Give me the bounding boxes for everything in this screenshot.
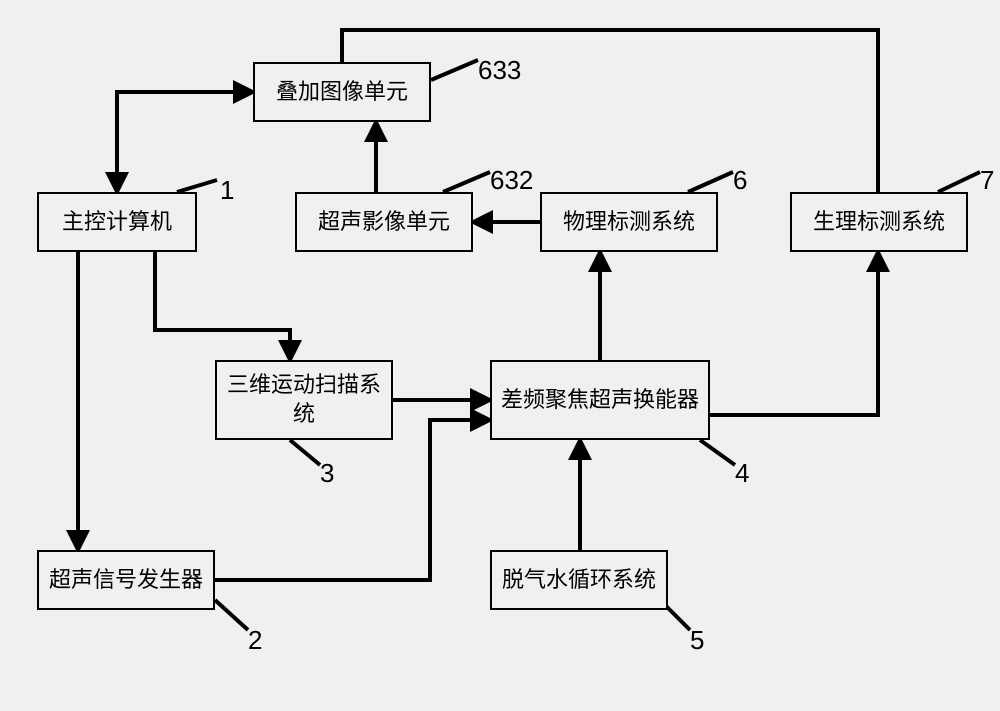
node-n632: 超声影像单元 (295, 192, 473, 252)
node-n2: 超声信号发生器 (37, 550, 215, 610)
edge-leader_4 (700, 440, 735, 465)
edge-leader_2 (215, 600, 248, 630)
label-l1: 1 (220, 175, 234, 206)
node-n5: 脱气水循环系统 (490, 550, 668, 610)
edge-n2_to_4 (215, 420, 490, 580)
label-l2: 2 (248, 625, 262, 656)
edge-leader_3 (290, 440, 320, 465)
edge-leader_633 (431, 60, 478, 80)
label-l7: 7 (980, 165, 994, 196)
label-l5: 5 (690, 625, 704, 656)
node-n4: 差频聚焦超声换能器 (490, 360, 710, 440)
node-n1: 主控计算机 (37, 192, 197, 252)
edge-n1_to_3 (155, 252, 290, 360)
label-l6: 6 (733, 165, 747, 196)
node-n633: 叠加图像单元 (253, 62, 431, 122)
node-n6: 物理标测系统 (540, 192, 718, 252)
edge-leader_632 (443, 172, 490, 192)
label-l3: 3 (320, 458, 334, 489)
label-l633: 633 (478, 55, 521, 86)
node-n7: 生理标测系统 (790, 192, 968, 252)
edge-leader_6 (688, 172, 733, 192)
label-l632: 632 (490, 165, 533, 196)
edge-leader_7 (938, 172, 980, 192)
edge-n4_to_7 (710, 252, 878, 415)
edge-leader_1 (177, 180, 217, 192)
label-l4: 4 (735, 458, 749, 489)
node-n3: 三维运动扫描系统 (215, 360, 393, 440)
